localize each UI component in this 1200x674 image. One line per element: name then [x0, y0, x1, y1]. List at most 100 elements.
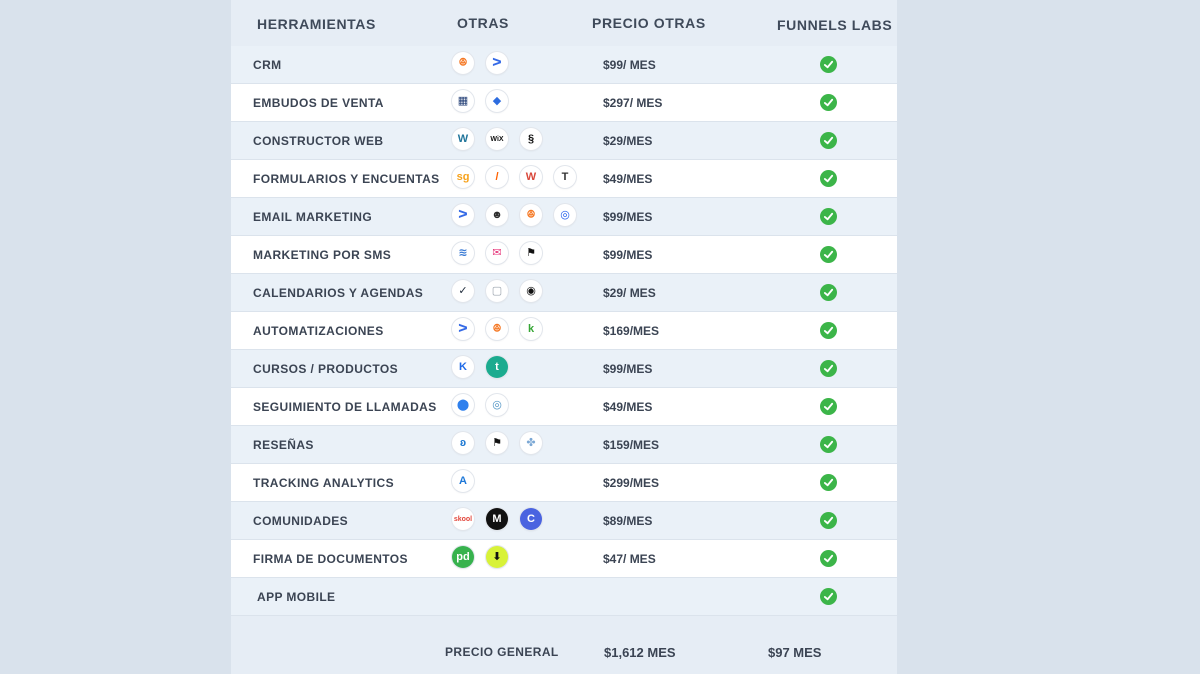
- jotform-icon: /: [486, 166, 508, 188]
- check-icon: [820, 132, 837, 149]
- tool-label: APP MOBILE: [257, 590, 336, 604]
- check-icon: [820, 94, 837, 111]
- table-row: EMAIL MARKETING ᐳ ☻ ꔮ ◎ $99/MES: [231, 198, 897, 236]
- tool-label: CURSOS / PRODUCTOS: [253, 362, 398, 376]
- tool-label: FIRMA DE DOCUMENTOS: [253, 552, 408, 566]
- competitor-price: $169/MES: [603, 324, 660, 338]
- competitor-price: $49/MES: [603, 400, 653, 414]
- hubspot-icon: ꔮ: [452, 52, 474, 74]
- header-tools: HERRAMIENTAS: [257, 16, 376, 32]
- competitor-price: $99/MES: [603, 210, 653, 224]
- download-doc-icon: ⬇: [486, 546, 508, 568]
- tool-label: CALENDARIOS Y AGENDAS: [253, 286, 424, 300]
- constant-contact-icon: ◎: [554, 204, 576, 226]
- puzzle-icon: ✤: [520, 432, 542, 454]
- competitor-price: $99/MES: [603, 362, 653, 376]
- mailchimp-icon: ☻: [486, 204, 508, 226]
- mighty-networks-icon: M: [486, 508, 508, 530]
- kajabi-funnel-icon: ▦: [452, 90, 474, 112]
- competitor-price: $299/MES: [603, 476, 660, 490]
- tool-label: EMBUDOS DE VENTA: [253, 96, 384, 110]
- header-price-others: PRECIO OTRAS: [592, 15, 706, 31]
- comparison-table: HERRAMIENTAS OTRAS PRECIO OTRAS FUNNELS …: [231, 0, 897, 674]
- tool-label: MARKETING POR SMS: [253, 248, 392, 262]
- layers-icon: ◆: [486, 90, 508, 112]
- calendly-icon: ◉: [520, 280, 542, 302]
- competitor-price: $159/MES: [603, 438, 660, 452]
- check-icon: [820, 436, 837, 453]
- table-row: APP MOBILE: [231, 578, 897, 616]
- table-row: SEGUIMIENTO DE LLAMADAS ⬤ ◎ $49/MES: [231, 388, 897, 426]
- check-icon: [820, 588, 837, 605]
- circle-icon: C: [520, 508, 542, 530]
- tool-label: EMAIL MARKETING: [253, 210, 373, 224]
- check-icon: [820, 322, 837, 339]
- hubspot-icon: ꔮ: [486, 318, 508, 340]
- wix-icon: WiX: [486, 128, 508, 150]
- tool-label: SEGUIMIENTO DE LLAMADAS: [253, 400, 437, 414]
- wordpress-icon: W: [452, 128, 474, 150]
- keap-icon: k: [520, 318, 542, 340]
- acuity-check-icon: ✓: [452, 280, 474, 302]
- analytics-icon: A: [452, 470, 474, 492]
- competitor-price: $29/MES: [603, 134, 653, 148]
- tool-label: CRM: [253, 58, 282, 72]
- check-icon: [820, 56, 837, 73]
- check-icon: [820, 550, 837, 567]
- competitor-price: $29/ MES: [603, 286, 656, 300]
- table-row: FORMULARIOS Y ENCUENTAS sg / W T $49/MES: [231, 160, 897, 198]
- footer-label: PRECIO GENERAL: [445, 645, 559, 659]
- header-others: OTRAS: [457, 15, 509, 31]
- podium-icon: ⚑: [486, 432, 508, 454]
- skool-icon: skool: [452, 508, 474, 530]
- competitor-price: $99/MES: [603, 248, 653, 262]
- tool-label: AUTOMATIZACIONES: [253, 324, 384, 338]
- footer-brand-total: $97 MES: [768, 645, 822, 660]
- flag-icon: ⚑: [520, 242, 542, 264]
- check-icon: [820, 512, 837, 529]
- envelope-icon: ✉: [486, 242, 508, 264]
- wufoo-icon: W: [520, 166, 542, 188]
- table-row: MARKETING POR SMS ≋ ✉ ⚑ $99/MES: [231, 236, 897, 274]
- waves-icon: ≋: [452, 242, 474, 264]
- check-icon: [820, 474, 837, 491]
- table-row: CRM ꔮ ᐳ $99/ MES: [231, 46, 897, 84]
- competitor-price: $99/ MES: [603, 58, 656, 72]
- tool-label: TRACKING ANALYTICS: [253, 476, 394, 490]
- check-icon: [820, 170, 837, 187]
- table-row: CONSTRUCTOR WEB W WiX § $29/MES: [231, 122, 897, 160]
- birdeye-icon: ʚ: [452, 432, 474, 454]
- teachable-icon: t: [486, 356, 508, 378]
- table-row: AUTOMATIZACIONES ᐳ ꔮ k $169/MES: [231, 312, 897, 350]
- footer-others-total: $1,612 MES: [604, 645, 676, 660]
- check-icon: [820, 360, 837, 377]
- competitor-price: $89/MES: [603, 514, 653, 528]
- typeform-icon: T: [554, 166, 576, 188]
- activecampaign-icon: ᐳ: [452, 318, 474, 340]
- tool-label: CONSTRUCTOR WEB: [253, 134, 384, 148]
- hubspot-icon: ꔮ: [520, 204, 542, 226]
- kajabi-icon: K: [452, 356, 474, 378]
- activecampaign-icon: ᐳ: [452, 204, 474, 226]
- table-row: CALENDARIOS Y AGENDAS ✓ ▢ ◉ $29/ MES: [231, 274, 897, 312]
- check-icon: [820, 208, 837, 225]
- table-row: TRACKING ANALYTICS A $299/MES: [231, 464, 897, 502]
- tool-label: FORMULARIOS Y ENCUENTAS: [253, 172, 440, 186]
- tool-label: RESEÑAS: [253, 438, 314, 452]
- competitor-price: $297/ MES: [603, 96, 663, 110]
- competitor-price: $47/ MES: [603, 552, 656, 566]
- table-row: COMUNIDADES skool M C $89/MES: [231, 502, 897, 540]
- check-icon: [820, 398, 837, 415]
- table-row: RESEÑAS ʚ ⚑ ✤ $159/MES: [231, 426, 897, 464]
- calendar-icon: ▢: [486, 280, 508, 302]
- check-icon: [820, 246, 837, 263]
- tool-label: COMUNIDADES: [253, 514, 349, 528]
- squarespace-icon: §: [520, 128, 542, 150]
- location-pin-icon: ⬤: [452, 394, 474, 416]
- table-row: FIRMA DE DOCUMENTOS pd ⬇ $47/ MES: [231, 540, 897, 578]
- table-row: EMBUDOS DE VENTA ▦ ◆ $297/ MES: [231, 84, 897, 122]
- header-brand: FUNNELS LABS: [777, 17, 893, 33]
- check-icon: [820, 284, 837, 301]
- pandadoc-icon: pd: [452, 546, 474, 568]
